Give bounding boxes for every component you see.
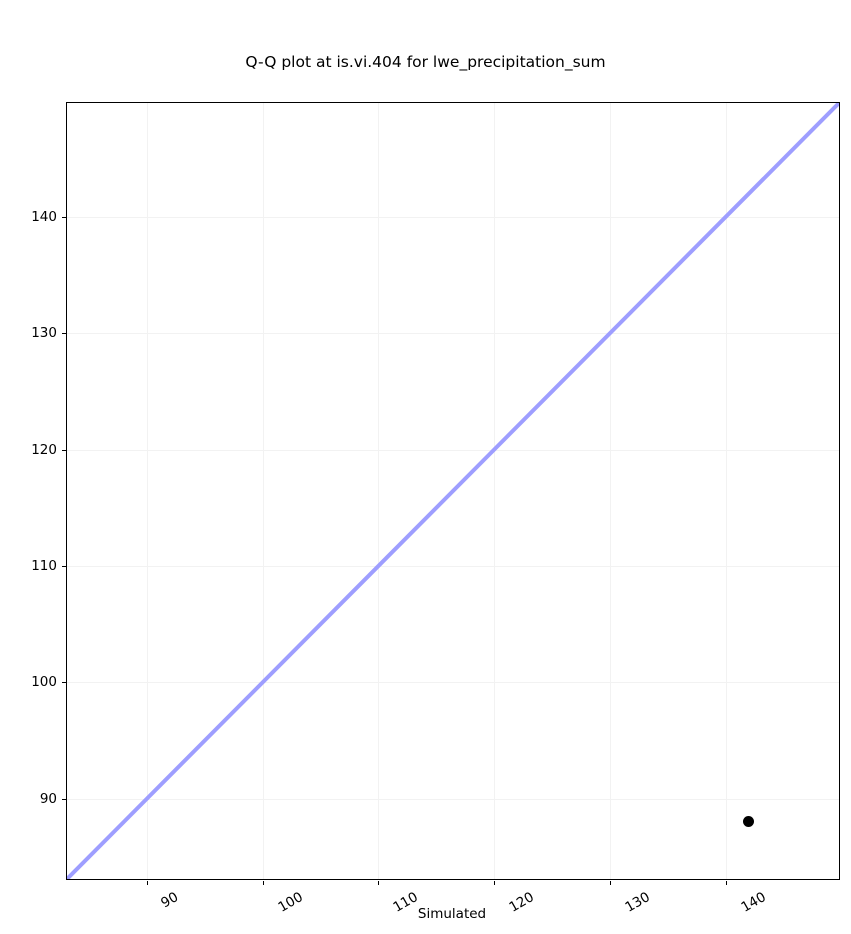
y-tick-label: 110 xyxy=(31,558,57,575)
y-tick-mark xyxy=(62,566,66,568)
x-gridline xyxy=(262,103,264,879)
x-gridline xyxy=(146,103,148,879)
x-tick-mark xyxy=(262,881,264,885)
y-tick-label: 140 xyxy=(31,209,57,225)
y-axis-label: Observed xyxy=(8,0,30,124)
one-to-one-reference-line xyxy=(67,103,839,879)
chart-title-line-1: Q-Q plot at is.vi.404 for lwe_precipitat… xyxy=(245,53,606,71)
y-tick-label: 90 xyxy=(39,790,57,807)
y-gridline xyxy=(67,333,839,335)
y-tick-label: 130 xyxy=(31,325,57,342)
y-gridline xyxy=(67,449,839,451)
x-gridline xyxy=(609,103,611,879)
y-tick-label: 100 xyxy=(31,674,57,691)
x-gridline xyxy=(725,103,727,879)
y-tick-label: 120 xyxy=(31,441,57,458)
x-tick-mark xyxy=(725,881,727,885)
y-tick-mark xyxy=(62,798,66,800)
y-gridline xyxy=(67,682,839,684)
data-point xyxy=(743,816,755,828)
x-axis-label: Simulated xyxy=(417,906,487,922)
y-gridline xyxy=(67,798,839,800)
x-tick-mark xyxy=(378,881,380,885)
x-tick-mark xyxy=(494,881,496,885)
y-tick-mark xyxy=(62,217,66,218)
y-gridline xyxy=(67,217,839,218)
y-tick-mark xyxy=(62,682,66,684)
y-tick-mark xyxy=(62,449,66,451)
x-tick-mark xyxy=(146,881,148,885)
y-tick-mark xyxy=(62,333,66,335)
x-tick-mark xyxy=(609,881,611,885)
x-gridline xyxy=(378,103,380,879)
plot-axes: 90 100 110 120 130 140 90 100 110 120 130 140 xyxy=(31,102,840,916)
y-gridline xyxy=(67,566,839,568)
x-gridline xyxy=(494,103,496,879)
plot-area xyxy=(67,103,839,879)
